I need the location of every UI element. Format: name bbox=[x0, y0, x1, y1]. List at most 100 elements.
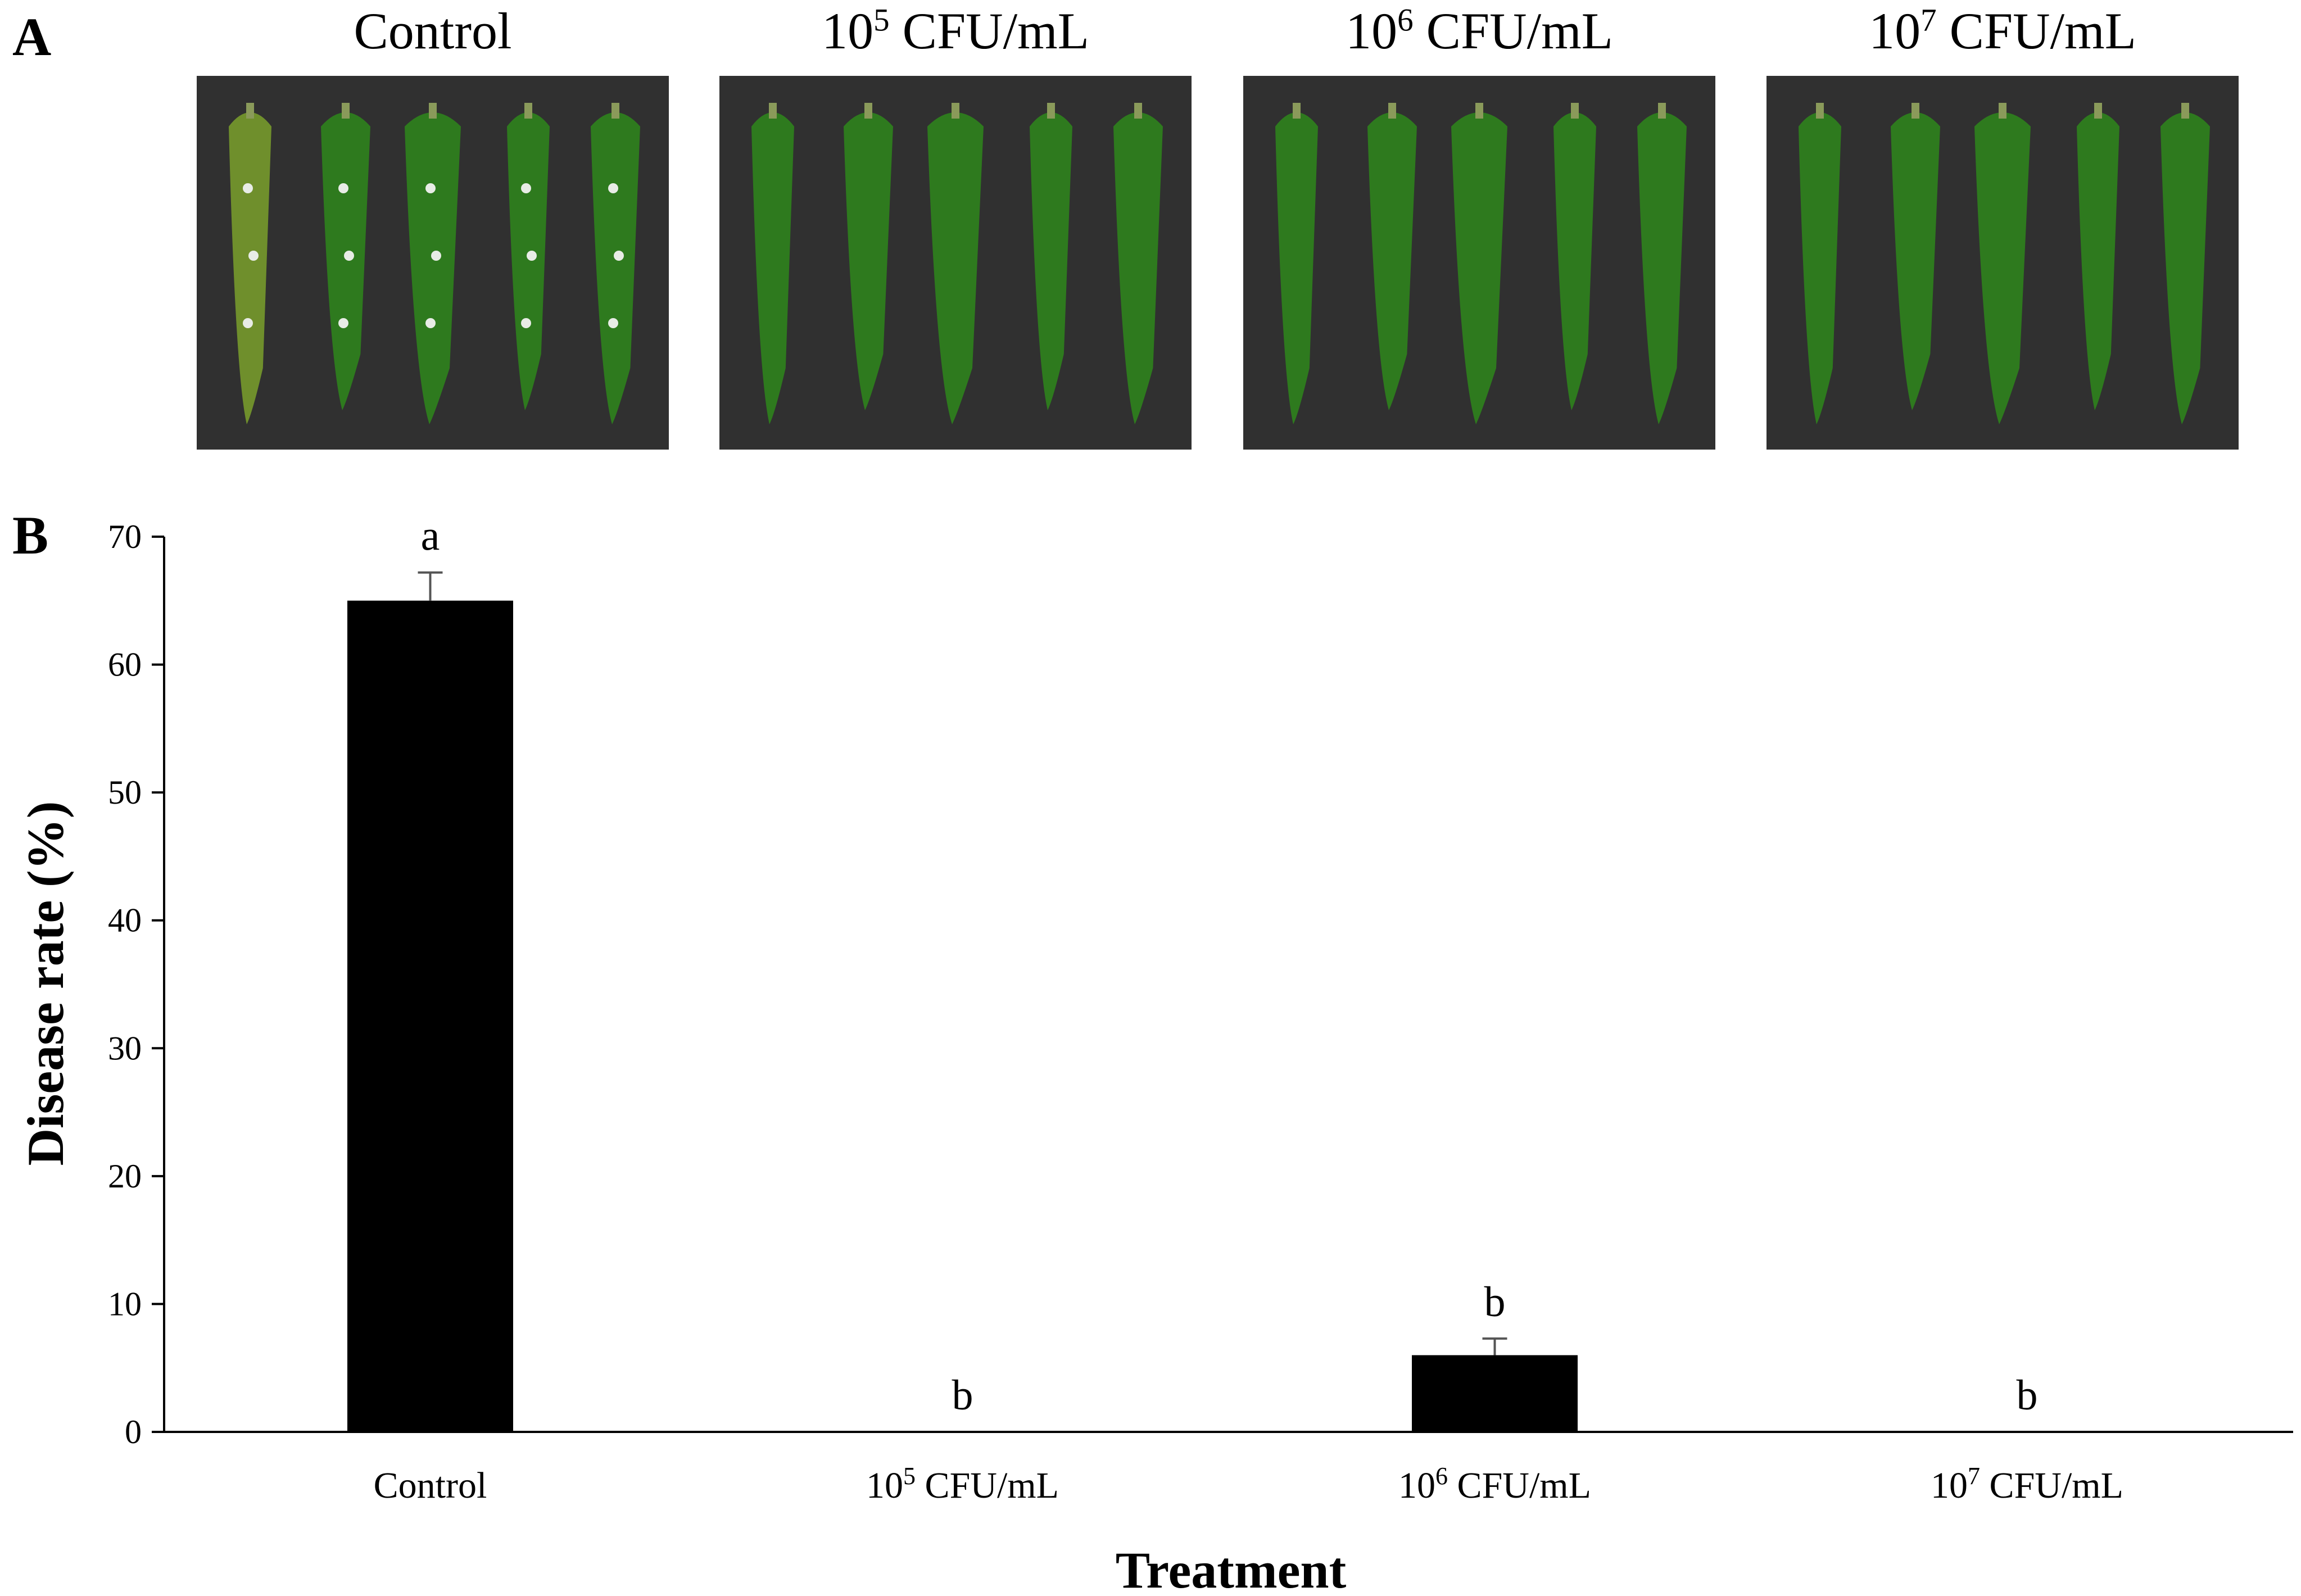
x-tick-label-unit: CFU/mL bbox=[1448, 1465, 1591, 1506]
pepper-shape bbox=[1451, 112, 1507, 424]
panel-b-letter: B bbox=[12, 505, 49, 565]
lesion-spot bbox=[243, 318, 253, 328]
pepper-shape bbox=[1637, 112, 1687, 424]
pepper-shape bbox=[2160, 112, 2210, 424]
significance-label: b bbox=[2017, 1372, 2038, 1419]
x-tick-label-base: Control bbox=[374, 1465, 487, 1506]
pepper-shape bbox=[507, 112, 550, 410]
pepper-shape bbox=[2077, 112, 2119, 410]
y-tick-label: 0 bbox=[125, 1413, 142, 1450]
pepper-stem bbox=[952, 103, 959, 119]
x-tick-label-base: 10 bbox=[866, 1465, 903, 1506]
pepper-shape bbox=[927, 112, 984, 424]
pepper-shape bbox=[751, 112, 794, 424]
pepper-stem bbox=[1047, 103, 1055, 119]
pepper-shape bbox=[1974, 112, 2031, 424]
photo-label-unit: CFU/mL bbox=[889, 2, 1089, 60]
y-tick-label: 40 bbox=[108, 902, 142, 939]
photo-label-4: 107 CFU/mL bbox=[1766, 0, 2239, 62]
x-tick-label: 105 CFU/mL bbox=[866, 1462, 1059, 1507]
lesion-spot bbox=[248, 251, 259, 261]
y-tick-label: 60 bbox=[108, 646, 142, 683]
photo-label-exponent: 6 bbox=[1397, 2, 1414, 38]
y-tick-label: 70 bbox=[108, 518, 142, 555]
lesion-spot bbox=[338, 318, 348, 328]
pepper-stem bbox=[1388, 103, 1396, 119]
photo-label-unit: CFU/mL bbox=[1413, 2, 1613, 60]
pepper-stem bbox=[1816, 103, 1824, 119]
pepper-stem bbox=[612, 103, 619, 119]
lesion-spot bbox=[614, 251, 624, 261]
photo-label-text: Control bbox=[354, 2, 512, 60]
photo-label-base: 10 bbox=[1346, 2, 1398, 60]
lesion-spot bbox=[608, 183, 618, 193]
pepper-stem bbox=[1475, 103, 1483, 119]
x-tick-label: 107 CFU/mL bbox=[1931, 1462, 2123, 1507]
pepper-stem bbox=[1134, 103, 1142, 119]
pepper-stem bbox=[342, 103, 350, 119]
y-tick-label: 10 bbox=[108, 1285, 142, 1322]
x-axis-label: Treatment bbox=[1116, 1541, 1347, 1596]
lesion-spot bbox=[521, 183, 531, 193]
lesion-spot bbox=[338, 183, 348, 193]
photo-label-base: 10 bbox=[1869, 2, 1921, 60]
pepper-stem bbox=[864, 103, 872, 119]
pepper-shape bbox=[1553, 112, 1596, 410]
x-tick-label-base: 10 bbox=[1931, 1465, 1968, 1506]
pepper-stem bbox=[1912, 103, 1919, 119]
panel-a-letter: A bbox=[12, 7, 52, 67]
pepper-shape bbox=[591, 112, 640, 424]
lesion-spot bbox=[425, 183, 436, 193]
lesion-spot bbox=[608, 318, 618, 328]
pepper-stem bbox=[429, 103, 437, 119]
y-tick-label: 30 bbox=[108, 1030, 142, 1067]
photo-label-2: 105 CFU/mL bbox=[719, 0, 1192, 62]
pepper-stem bbox=[1571, 103, 1579, 119]
photo-label-3: 106 CFU/mL bbox=[1243, 0, 1715, 62]
pepper-stem bbox=[1999, 103, 2006, 119]
photo-label-exponent: 7 bbox=[1920, 2, 1937, 38]
pepper-photo-4 bbox=[1766, 76, 2239, 450]
x-tick-label: 106 CFU/mL bbox=[1398, 1462, 1591, 1507]
pepper-shape bbox=[844, 112, 893, 410]
lesion-spot bbox=[344, 251, 354, 261]
x-tick-label: Control bbox=[374, 1465, 487, 1506]
pepper-photo-2 bbox=[719, 76, 1192, 450]
pepper-shape bbox=[321, 112, 370, 410]
pepper-stem bbox=[1658, 103, 1666, 119]
pepper-shape bbox=[1113, 112, 1163, 424]
lesion-spot bbox=[243, 183, 253, 193]
x-tick-label-unit: CFU/mL bbox=[916, 1465, 1059, 1506]
lesion-spot bbox=[425, 318, 436, 328]
lesion-spot bbox=[527, 251, 537, 261]
x-tick-label-unit: CFU/mL bbox=[1980, 1465, 2123, 1506]
pepper-shape bbox=[229, 112, 271, 424]
bar-1 bbox=[347, 600, 513, 1432]
pepper-stem bbox=[2181, 103, 2189, 119]
photo-label-unit: CFU/mL bbox=[1936, 2, 2136, 60]
pepper-shape bbox=[1891, 112, 1940, 410]
pepper-photo-1 bbox=[197, 76, 669, 450]
significance-label: a bbox=[421, 513, 440, 560]
x-tick-label-exponent: 7 bbox=[1968, 1462, 1980, 1490]
bar-3 bbox=[1412, 1355, 1578, 1432]
lesion-spot bbox=[521, 318, 531, 328]
pepper-stem bbox=[2094, 103, 2102, 119]
pepper-shape bbox=[1030, 112, 1072, 410]
photo-label-1: Control bbox=[197, 0, 669, 62]
lesion-spot bbox=[431, 251, 441, 261]
pepper-shape bbox=[405, 112, 461, 424]
significance-label: b bbox=[952, 1372, 973, 1419]
pepper-stem bbox=[524, 103, 532, 119]
pepper-stem bbox=[246, 103, 254, 119]
significance-label: b bbox=[1484, 1278, 1506, 1326]
pepper-stem bbox=[1293, 103, 1301, 119]
pepper-shape bbox=[1367, 112, 1417, 410]
x-tick-label-exponent: 5 bbox=[903, 1462, 916, 1490]
photo-label-exponent: 5 bbox=[873, 2, 890, 38]
pepper-shape bbox=[1799, 112, 1841, 424]
y-tick-label: 20 bbox=[108, 1158, 142, 1195]
pepper-photo-3 bbox=[1243, 76, 1715, 450]
y-axis-label: Disease rate (%) bbox=[17, 801, 74, 1166]
